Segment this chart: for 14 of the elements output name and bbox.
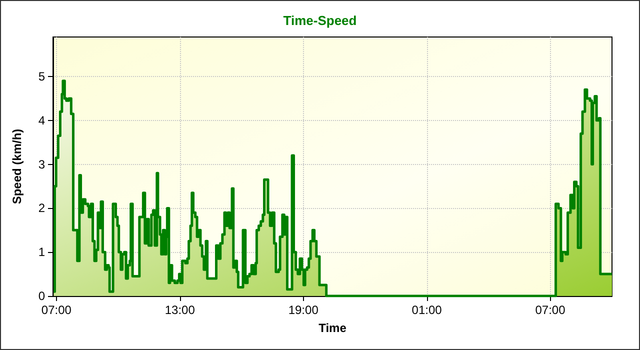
x-tick-label: 01:00 <box>412 303 442 317</box>
x-tick-label: 13:00 <box>164 303 196 317</box>
y-tick-label: 2 <box>38 201 46 216</box>
y-tick-label: 5 <box>38 70 46 84</box>
y-tick-label: 0 <box>38 289 46 303</box>
chart-title: Time-Speed <box>283 13 357 28</box>
x-tick-label: 07:00 <box>41 303 72 317</box>
y-axis-title: Speed (km/h) <box>10 128 24 204</box>
y-tick-label: 4 <box>38 113 46 128</box>
y-tick-label: 3 <box>38 157 46 172</box>
x-axis-title: Time <box>318 321 347 335</box>
x-tick-label: 07:00 <box>535 303 566 317</box>
x-tick-label: 19:00 <box>288 303 319 317</box>
y-tick-label: 1 <box>38 245 46 260</box>
